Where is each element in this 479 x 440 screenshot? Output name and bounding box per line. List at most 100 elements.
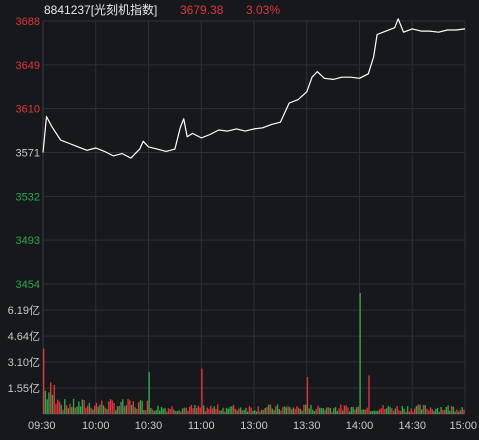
volume-bar [306,377,309,414]
volume-bar [343,405,346,414]
volume-bar [405,411,407,414]
volume-bar [157,405,159,414]
volume-bar [283,406,286,414]
volume-bar [109,399,112,414]
volume-bar [234,408,237,414]
volume-bar [259,411,261,414]
volume-bar [159,410,161,414]
volume-bar [252,410,254,414]
volume-bar [50,382,52,414]
volume-bar [123,406,126,414]
volume-bar [254,410,256,414]
volume-bar [125,405,127,414]
volume-bar [71,407,73,414]
volume-bar [387,405,389,414]
volume-bar [199,407,201,414]
volume-bar [338,408,340,414]
volume-bar [463,409,465,414]
volume-tick-label: 1.55亿 [8,382,40,395]
volume-bar [373,410,375,414]
volume-tick-label: 6.19亿 [8,304,40,317]
volume-bar [412,411,414,414]
volume-bar [153,411,156,414]
volume-bar [438,411,440,414]
volume-bar [294,408,296,414]
volume-bar [215,408,217,414]
volume-bar [398,410,400,414]
volume-bar [180,411,182,414]
volume-bar [155,409,157,414]
volume-bar [211,408,214,414]
volume-bar [176,411,178,414]
volume-bar [201,368,203,414]
volume-bar [380,408,382,414]
volume-bar [426,408,428,414]
volume-bar [447,405,449,414]
volume-bar [357,406,360,414]
volume-bar [238,408,240,414]
volume-bar [224,411,226,414]
volume-bar [276,404,279,414]
volume-bar [51,394,54,414]
volume-bar [384,409,386,414]
volume-bar [43,348,45,414]
volume-bar [315,409,317,414]
volume-bar [268,404,270,414]
volume-bar [243,409,245,414]
volume-bar [310,405,312,414]
time-tick-label: 09:30 [28,420,56,432]
volume-bar [313,411,316,414]
volume-bar [414,408,416,414]
volume-bar [340,404,342,414]
volume-bar [443,409,446,414]
time-tick-label: 14:00 [346,420,374,432]
volume-bar [83,400,85,414]
volume-bar [261,409,263,414]
volume-bar [46,399,48,414]
grid-lines [42,20,466,415]
volume-bar [174,411,177,414]
volume-bar [58,401,61,414]
volume-bar [162,408,164,414]
volume-bar [220,410,222,414]
time-tick-label: 15:00 [449,420,477,432]
volume-bar [101,400,103,414]
volume-bar [192,408,194,414]
volume-bar [118,405,120,414]
volume-bar [303,404,305,414]
volume-bar [57,399,59,414]
volume-bar [152,409,154,414]
volume-bar [76,406,78,414]
volume-bar [326,407,328,414]
volume-bar [317,405,319,414]
volume-bar [280,410,282,414]
volume-bar [146,400,149,414]
volume-bar [148,372,150,414]
volume-bar [102,405,105,414]
volume-bar [442,409,444,414]
volume-bars [43,293,465,414]
volume-bar [95,402,98,414]
price-tick-label: 3454 [16,279,40,291]
volume-bar [347,407,349,414]
volume-bar [44,390,47,414]
volume-bar [104,407,106,414]
volume-bar [171,406,173,414]
volume-bar [129,400,131,414]
volume-bar [410,408,412,414]
volume-bar [378,409,381,414]
volume-bar [299,408,302,414]
volume-bar [350,407,353,414]
time-tick-label: 13:00 [240,420,268,432]
volume-bar [264,408,266,414]
volume-bar [64,399,66,414]
volume-bar [239,407,242,414]
volume-bar [419,404,421,414]
volume-bar [401,406,404,414]
volume-bar [440,407,442,414]
volume-bar [312,409,314,414]
volume-bar [90,407,92,414]
price-line-layer [42,18,466,159]
